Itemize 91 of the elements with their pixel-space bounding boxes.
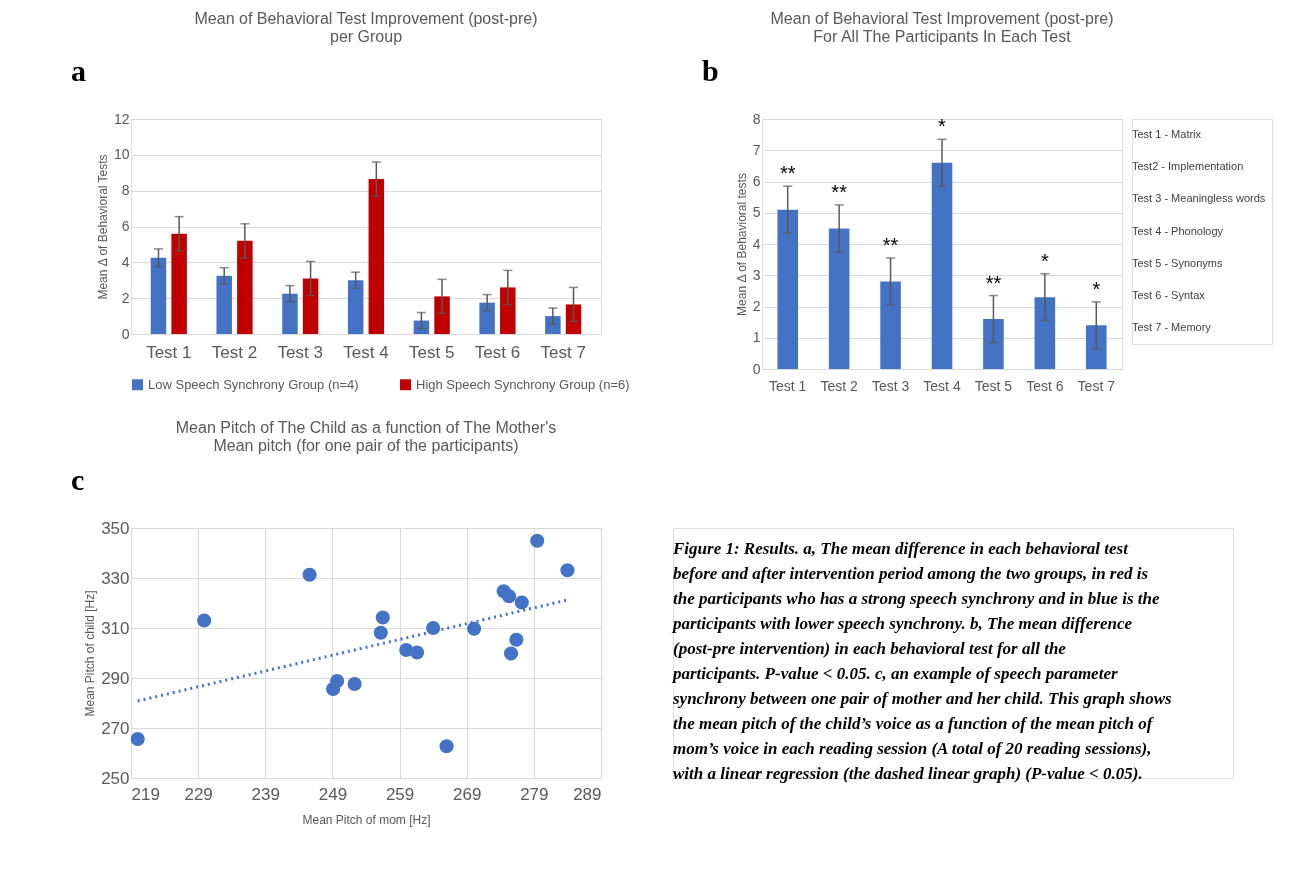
x-tick-label: Test 5 (974, 377, 1013, 394)
bar (983, 319, 1004, 369)
x-tick-label: Test 1 (769, 377, 807, 394)
text: b (702, 54, 719, 87)
text: a (71, 54, 86, 87)
annotation: * (1092, 277, 1101, 300)
text: Test 5 - Synonyms (1132, 256, 1223, 269)
text: Test 6 - Syntax (1132, 288, 1206, 301)
annotation: * (938, 115, 947, 138)
bar (368, 179, 385, 334)
annotation: ** (985, 271, 1002, 294)
x-tick-label: 239 (251, 784, 280, 804)
x-tick-label: 259 (385, 784, 415, 804)
chart-title: Mean of Behavioral Test Improvement (post-pre) For All The Participants In Each Test (770, 10, 1114, 45)
text: Test 4 - Phonology (1132, 224, 1224, 237)
x-tick-label: 289 (573, 784, 602, 804)
y-tick-label: 8 (752, 110, 761, 127)
y-axis-title: Mean Δ of Behavioral Tests (95, 154, 110, 300)
x-tick-label: Test 7 (540, 342, 586, 362)
y-tick-label: 7 (752, 141, 761, 158)
y-tick-label: 5 (752, 204, 761, 221)
annotation: ** (779, 162, 796, 185)
x-tick-label: 279 (520, 784, 549, 804)
bar (302, 278, 319, 334)
x-tick-label: Test 2 (211, 342, 258, 362)
text: Test 3 - Meaningless words (1132, 192, 1266, 205)
y-tick-label: 2 (752, 298, 761, 314)
y-tick-label: 12 (113, 110, 130, 127)
text: Test 7 - Memory (1132, 320, 1212, 333)
x-tick-label: Test 2 (820, 377, 859, 394)
legend-label: High Speech Synchrony Group (n=6) (416, 376, 630, 392)
y-tick-label: 310 (101, 618, 130, 638)
y-tick-label: 350 (101, 518, 130, 538)
chart-title: Mean Pitch of The Child as a function of The Mother's Mean pitch (for one pair of the participants) (175, 419, 557, 454)
annotation: ** (831, 180, 848, 203)
x-tick-label: Test 4 (923, 377, 961, 394)
chart-title: Mean of Behavioral Test Improvement (post-pre) per Group (194, 10, 538, 45)
y-tick-label: 270 (101, 718, 130, 738)
bar (1034, 297, 1056, 369)
x-tick-label: 229 (184, 784, 213, 804)
bar (880, 281, 901, 369)
y-tick-label: 6 (121, 218, 130, 234)
y-tick-label: 0 (752, 360, 761, 377)
bar (282, 293, 298, 334)
x-tick-label: Test 7 (1077, 377, 1116, 394)
bar (1086, 325, 1107, 369)
bar (565, 304, 582, 334)
x-axis-title: Mean Pitch of mom [Hz] (302, 812, 431, 827)
text: Figure 1: Results. a, The mean difference in each behavioral test before and after intervention period among the two groups, in red is the participants who has a strong speech synchrony and in blue is the participants with lower speech synchrony. b, The mean difference (post-pre intervention) in each behavioral test for all the participants. P-value < 0.05. c, an example of speech parameter synchrony between one pair of mother and her child. This graph shows the mean pitch of the child’s voice as a function of the mean pitch of mom’s voice in each reading session (A total of 20 reading sessions), with a linear regression (the dashed linear graph) (P-value < 0.05). (673, 538, 1172, 783)
text: Test2 - Implementation (1132, 160, 1244, 173)
bar (434, 296, 450, 334)
bar (479, 302, 495, 334)
annotation: ** (882, 234, 899, 257)
bar (777, 209, 798, 369)
x-tick-label: 219 (131, 784, 160, 804)
x-tick-label: 249 (318, 784, 348, 804)
bar (216, 275, 232, 334)
bar (931, 162, 953, 369)
y-tick-label: 2 (121, 289, 130, 306)
y-axis-title: Mean Pitch of child [Hz] (83, 590, 98, 717)
x-tick-label: Test 4 (343, 342, 389, 362)
y-tick-label: 6 (752, 173, 761, 189)
y-tick-label: 290 (101, 668, 130, 688)
y-tick-label: 330 (101, 568, 130, 588)
y-tick-label: 8 (121, 182, 130, 199)
legend-label: Low Speech Synchrony Group (n=4) (148, 376, 359, 392)
x-tick-label: Test 6 (474, 342, 521, 362)
bar (828, 228, 850, 369)
text: c (71, 463, 85, 496)
y-tick-label: 250 (101, 768, 130, 788)
y-axis-title: Mean Δ of Behavioral tests (734, 173, 749, 316)
annotation: * (1040, 249, 1049, 272)
y-tick-label: 3 (752, 266, 761, 283)
x-tick-label: Test 1 (146, 342, 192, 362)
y-tick-label: 1 (752, 329, 761, 346)
text: Test 1 - Matrix (1132, 128, 1202, 141)
bar (171, 233, 187, 334)
y-tick-label: 4 (752, 235, 761, 252)
x-tick-label: Test 3 (871, 377, 910, 394)
x-tick-label: Test 3 (277, 342, 323, 362)
x-tick-label: 269 (453, 784, 482, 804)
y-tick-label: 10 (113, 146, 130, 163)
y-tick-label: 0 (121, 325, 130, 342)
bar (413, 320, 430, 334)
bar (237, 240, 253, 334)
bar (347, 280, 364, 334)
x-tick-label: Test 6 (1026, 377, 1064, 394)
bar (500, 287, 516, 334)
x-tick-label: Test 5 (409, 342, 455, 362)
bar (150, 257, 167, 334)
y-tick-label: 4 (121, 253, 130, 270)
